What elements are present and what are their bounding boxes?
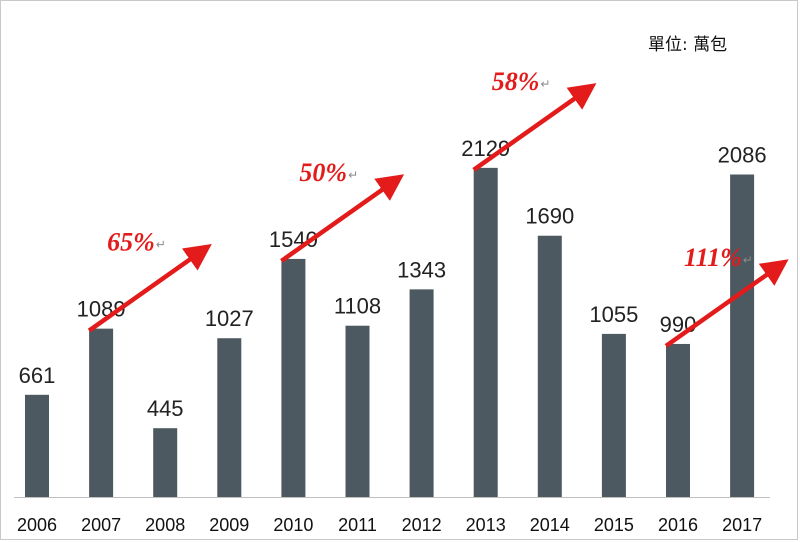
bar-2017 — [730, 174, 755, 497]
bar-2007 — [89, 328, 114, 497]
data-label-2017: 2086 — [718, 143, 767, 168]
data-label-2009: 1027 — [205, 306, 254, 331]
bar-2014 — [537, 235, 562, 497]
return-mark-1: ↵ — [156, 238, 166, 252]
bar-2008 — [153, 428, 178, 497]
data-label-2006: 661 — [19, 363, 56, 388]
tick-label-2015: 2015 — [594, 515, 634, 535]
growth-label-1: 65% — [107, 228, 155, 257]
growth-arrow-1 — [87, 243, 212, 333]
growth-label-2: 50% — [299, 158, 347, 187]
bar-2013 — [473, 167, 498, 497]
return-mark-4: ↵ — [743, 253, 753, 267]
growth-label-3: 58% — [492, 67, 540, 96]
bar-2009 — [217, 338, 242, 497]
growth-label-4: 111% — [684, 243, 742, 272]
data-label-2011: 1108 — [334, 294, 381, 319]
unit-label: 單位: 萬包 — [648, 35, 728, 55]
data-label-2012: 1343 — [397, 257, 446, 282]
return-mark-3: ↵ — [540, 77, 550, 91]
growth-arrow-3 — [472, 83, 597, 172]
tick-label-2016: 2016 — [658, 515, 698, 535]
tick-label-2008: 2008 — [145, 515, 185, 535]
growth-arrow-2 — [280, 174, 405, 263]
tick-label-2010: 2010 — [273, 515, 313, 535]
growth-arrow-4 — [664, 259, 789, 348]
tick-label-2006: 2006 — [17, 515, 57, 535]
return-mark-2: ↵ — [348, 168, 358, 182]
bar-2016 — [666, 343, 690, 497]
data-label-2008: 445 — [147, 396, 184, 421]
bar-2015 — [601, 333, 626, 497]
data-label-2014: 1690 — [525, 204, 574, 229]
tick-label-2013: 2013 — [466, 515, 506, 535]
tick-label-2007: 2007 — [81, 515, 121, 535]
tick-label-2012: 2012 — [402, 515, 442, 535]
tick-label-2017: 2017 — [722, 515, 762, 535]
tick-label-2011: 2011 — [338, 515, 377, 535]
bar-2010 — [281, 258, 306, 497]
data-label-2016: 990 — [660, 312, 697, 337]
bar-2006 — [25, 394, 49, 497]
bar-2011 — [345, 325, 370, 497]
bar-2012 — [409, 289, 434, 497]
tick-label-2014: 2014 — [530, 515, 570, 535]
tick-label-2009: 2009 — [209, 515, 249, 535]
data-label-2015: 1055 — [589, 302, 638, 327]
